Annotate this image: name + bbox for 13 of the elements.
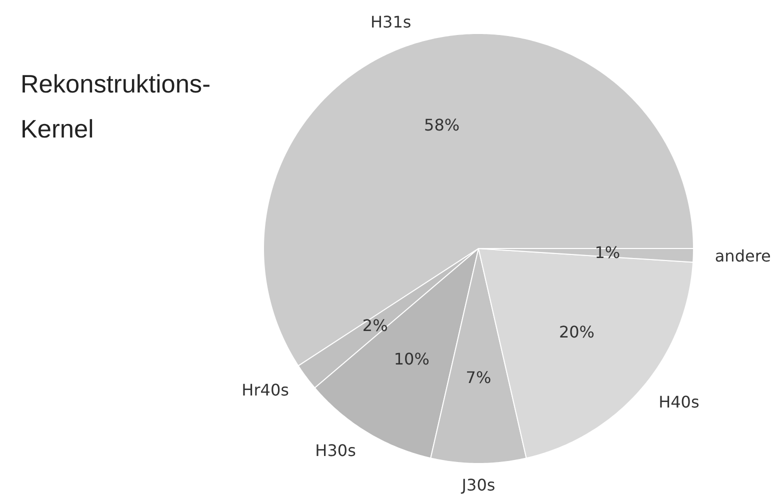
slice-label: J30s — [460, 476, 496, 494]
data-label: 2% — [362, 316, 388, 336]
slice-label: H40s — [658, 392, 700, 412]
data-label: 58% — [424, 115, 460, 134]
data-label: 20% — [558, 322, 595, 342]
slice-label: H30s — [315, 441, 356, 460]
data-label: 10% — [394, 349, 430, 368]
slice-label: andere — [714, 246, 771, 266]
slice-label: H31s — [370, 12, 412, 32]
text: Rekonstruktions- Kernel — [20, 70, 211, 144]
data-label: 1% — [594, 243, 620, 262]
slice-label: Hr40s — [242, 380, 289, 400]
data-label: 7% — [466, 368, 492, 387]
